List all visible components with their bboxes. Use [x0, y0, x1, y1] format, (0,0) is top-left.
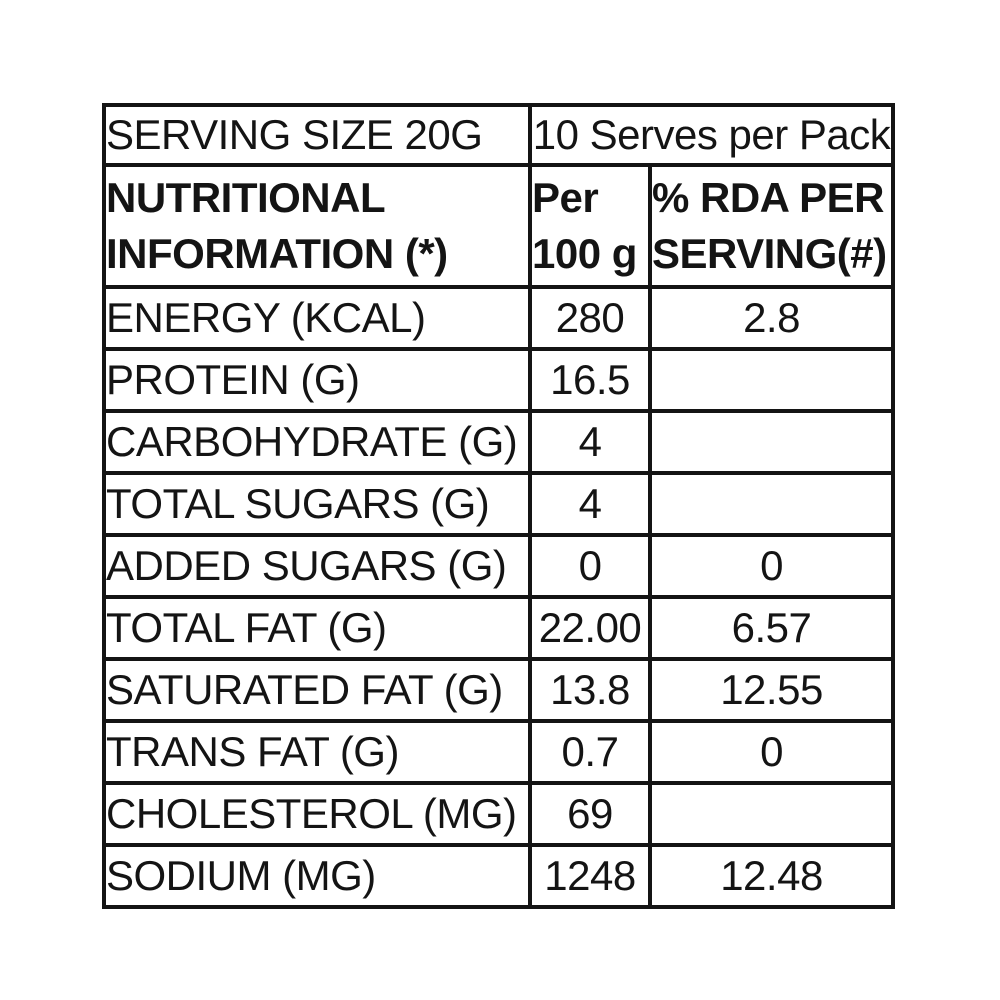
rda-value: 2.8 [647, 285, 896, 351]
nutrient-row-cholesterol: CHOLESTEROL (MG) 69 [102, 781, 896, 847]
nutrient-row-total-sugars: TOTAL SUGARS (G) 4 [102, 471, 896, 537]
serving-size-label: SERVING SIZE 20G [102, 103, 532, 167]
nutrient-label: TRANS FAT (G) [102, 719, 532, 785]
per-100g-value: 1248 [528, 843, 652, 909]
nutrient-row-sodium: SODIUM (MG) 1248 12.48 [102, 843, 896, 909]
nutrient-label: SATURATED FAT (G) [102, 657, 532, 723]
header-nutritional-line2: INFORMATION (*) [106, 230, 448, 277]
rda-value: 6.57 [647, 595, 896, 661]
per-100g-value: 4 [528, 409, 652, 475]
nutrition-table: SERVING SIZE 20G 10 Serves per Pack NUTR… [102, 103, 896, 909]
nutrient-row-protein: PROTEIN (G) 16.5 [102, 347, 896, 413]
nutrient-row-trans-fat: TRANS FAT (G) 0.7 0 [102, 719, 896, 785]
table-header-row: NUTRITIONAL INFORMATION (*) Per 100 g % … [102, 163, 896, 289]
nutrient-label: CHOLESTEROL (MG) [102, 781, 532, 847]
rda-value: 12.55 [647, 657, 896, 723]
nutrient-row-saturated-fat: SATURATED FAT (G) 13.8 12.55 [102, 657, 896, 723]
per-100g-value: 0.7 [528, 719, 652, 785]
rda-value: 0 [647, 719, 896, 785]
nutrient-row-total-fat: TOTAL FAT (G) 22.00 6.57 [102, 595, 896, 661]
nutrient-label: SODIUM (MG) [102, 843, 532, 909]
nutrient-row-carbohydrate: CARBOHYDRATE (G) 4 [102, 409, 896, 475]
header-per-line1: Per [532, 174, 599, 221]
per-100g-value: 4 [528, 471, 652, 537]
header-rda-line2: SERVING(#) [652, 230, 887, 277]
per-100g-value: 13.8 [528, 657, 652, 723]
serves-per-pack: 10 Serves per Pack [527, 103, 896, 167]
header-per-100g: Per 100 g [528, 163, 652, 289]
nutrient-label: TOTAL FAT (G) [102, 595, 532, 661]
nutrient-label: TOTAL SUGARS (G) [102, 471, 532, 537]
nutrient-label: ENERGY (KCAL) [102, 285, 532, 351]
nutrient-label: PROTEIN (G) [102, 347, 532, 413]
per-100g-value: 0 [528, 533, 652, 599]
nutrient-row-energy: ENERGY (KCAL) 280 2.8 [102, 285, 896, 351]
per-100g-value: 16.5 [528, 347, 652, 413]
per-100g-value: 69 [528, 781, 652, 847]
header-nutritional-information: NUTRITIONAL INFORMATION (*) [102, 163, 532, 289]
per-100g-value: 280 [528, 285, 652, 351]
header-per-line2: 100 g [532, 230, 637, 277]
rda-value [647, 409, 896, 475]
header-nutritional-line1: NUTRITIONAL [106, 174, 386, 221]
rda-value [647, 471, 896, 537]
header-rda-per-serving: % RDA PER SERVING(#) [647, 163, 896, 289]
nutrient-row-added-sugars: ADDED SUGARS (G) 0 0 [102, 533, 896, 599]
nutrient-label: ADDED SUGARS (G) [102, 533, 532, 599]
per-100g-value: 22.00 [528, 595, 652, 661]
header-rda-line1: % RDA PER [652, 174, 884, 221]
serving-size-row: SERVING SIZE 20G 10 Serves per Pack [102, 103, 896, 167]
nutrient-label: CARBOHYDRATE (G) [102, 409, 532, 475]
rda-value: 0 [647, 533, 896, 599]
rda-value [647, 347, 896, 413]
rda-value [647, 781, 896, 847]
rda-value: 12.48 [647, 843, 896, 909]
